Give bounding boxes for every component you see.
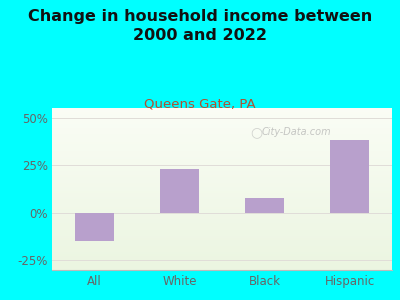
Bar (52, 187, 392, 189)
Bar (52, 258, 392, 260)
Bar (52, 232, 392, 233)
Bar (52, 136, 392, 138)
Bar (52, 175, 392, 177)
Bar (52, 227, 392, 230)
Bar (52, 122, 392, 124)
Bar (52, 110, 392, 112)
Bar (52, 148, 392, 151)
Bar (52, 219, 392, 221)
Bar (52, 262, 392, 264)
Text: City-Data.com: City-Data.com (262, 127, 332, 137)
Bar (52, 154, 392, 157)
Bar (52, 161, 392, 163)
Bar (52, 197, 392, 199)
Bar (52, 116, 392, 118)
Bar (52, 191, 392, 193)
Bar (52, 215, 392, 217)
Bar (52, 157, 392, 159)
Bar (52, 199, 392, 201)
Bar (330, 140, 369, 213)
Bar (52, 226, 392, 227)
Bar (52, 233, 392, 236)
Bar (52, 236, 392, 238)
Bar (52, 185, 392, 187)
Bar (52, 112, 392, 114)
Bar (52, 246, 392, 248)
Bar (52, 260, 392, 262)
Bar (52, 201, 392, 203)
Bar (52, 167, 392, 169)
Bar (52, 224, 392, 226)
Bar (52, 126, 392, 128)
Bar (52, 254, 392, 256)
Bar (52, 118, 392, 120)
Bar (52, 171, 392, 173)
Bar (52, 266, 392, 268)
Bar (52, 203, 392, 205)
Bar (52, 242, 392, 244)
Bar (52, 108, 392, 110)
Text: Queens Gate, PA: Queens Gate, PA (144, 98, 256, 110)
Bar (52, 132, 392, 134)
Bar (52, 207, 392, 209)
Bar (52, 120, 392, 122)
Bar (52, 213, 392, 215)
Bar (52, 142, 392, 144)
Bar (52, 179, 392, 181)
Bar (52, 128, 392, 130)
Bar (52, 114, 392, 116)
Bar (52, 250, 392, 252)
Bar (52, 240, 392, 242)
Bar (52, 124, 392, 126)
Bar (52, 138, 392, 140)
Bar (52, 195, 392, 197)
Bar (52, 268, 392, 270)
Bar (160, 169, 199, 213)
Bar (52, 211, 392, 213)
Text: ○: ○ (250, 125, 262, 139)
Bar (52, 183, 392, 185)
Bar (75, 213, 114, 242)
Bar (52, 130, 392, 132)
Bar (52, 181, 392, 183)
Bar (52, 230, 392, 232)
Bar (52, 163, 392, 165)
Bar (52, 193, 392, 195)
Bar (52, 244, 392, 246)
Text: Change in household income between
2000 and 2022: Change in household income between 2000 … (28, 9, 372, 43)
Bar (52, 209, 392, 211)
Bar (52, 159, 392, 161)
Bar (52, 173, 392, 175)
Bar (52, 252, 392, 254)
Bar (52, 140, 392, 142)
Bar (52, 165, 392, 167)
Bar (52, 248, 392, 250)
Bar (52, 146, 392, 148)
Bar (52, 205, 392, 207)
Bar (52, 238, 392, 240)
Bar (52, 134, 392, 136)
Bar (52, 256, 392, 258)
Bar (52, 189, 392, 191)
Bar (52, 177, 392, 179)
Bar (52, 217, 392, 219)
Bar (52, 151, 392, 152)
Bar (52, 152, 392, 154)
Bar (52, 264, 392, 266)
Bar (52, 145, 392, 146)
Bar (52, 169, 392, 171)
Bar (52, 221, 392, 224)
Bar (245, 198, 284, 213)
